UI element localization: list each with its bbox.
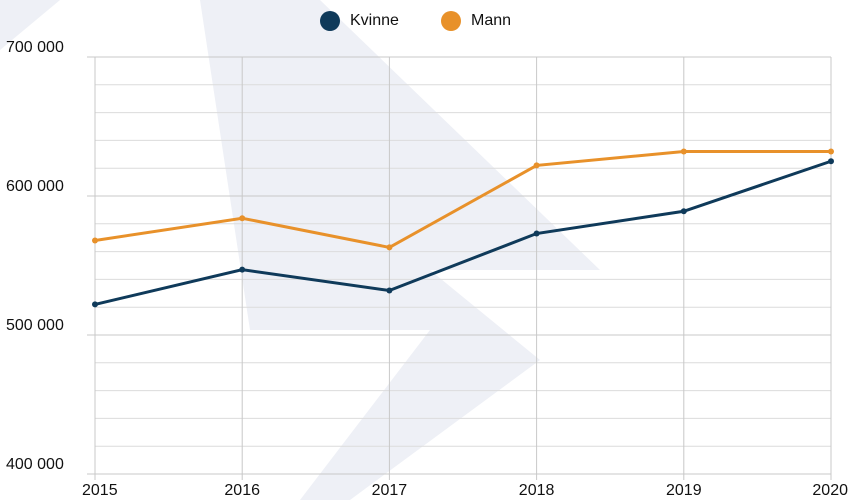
- x-tick-label: 2017: [372, 482, 408, 499]
- data-point: [533, 230, 540, 237]
- y-tick-label: 600 000: [6, 178, 64, 195]
- data-point: [680, 208, 687, 215]
- x-tick-label: 2018: [519, 482, 555, 499]
- legend-swatch: [320, 11, 340, 31]
- y-tick-label: 400 000: [6, 456, 64, 473]
- data-point: [239, 215, 246, 222]
- x-tick-label: 2019: [666, 482, 702, 499]
- y-tick-label: 700 000: [6, 39, 64, 56]
- data-point: [92, 237, 98, 244]
- data-point: [239, 266, 246, 273]
- series-line: [94, 159, 832, 306]
- data-point: [828, 148, 834, 155]
- data-point: [386, 287, 393, 294]
- series-line: [94, 150, 831, 250]
- legend-label: Kvinne: [350, 12, 399, 29]
- data-point: [680, 148, 687, 155]
- watermark: [200, 0, 600, 500]
- data-point: [828, 158, 834, 165]
- y-tick-label: 500 000: [6, 317, 64, 334]
- legend-label: Mann: [471, 12, 511, 29]
- x-tick-label: 2016: [224, 482, 260, 499]
- x-tick-label: 2020: [812, 482, 848, 499]
- data-point: [533, 162, 540, 169]
- data-point: [92, 301, 98, 308]
- watermark: [0, 0, 60, 50]
- data-point: [386, 244, 393, 251]
- legend-swatch: [441, 11, 461, 31]
- x-tick-label: 2015: [82, 482, 118, 499]
